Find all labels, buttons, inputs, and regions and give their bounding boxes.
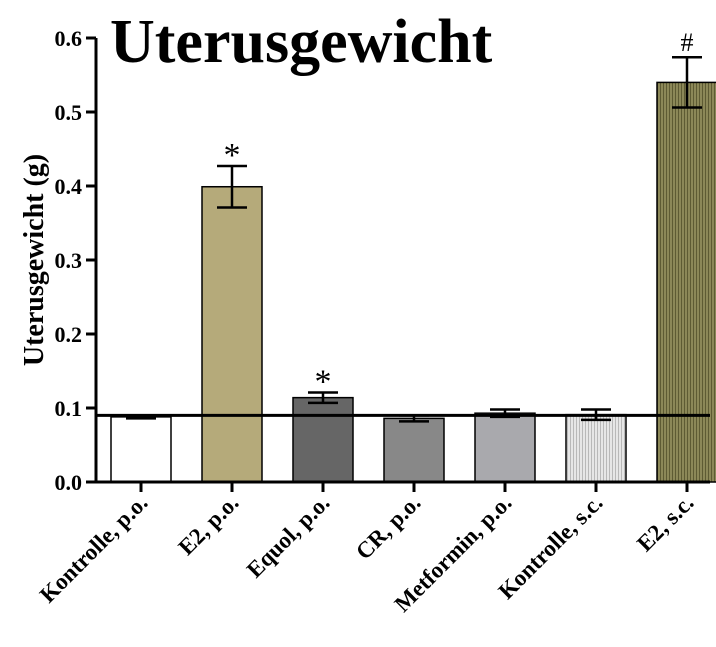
chart-title: Uterusgewicht	[110, 8, 493, 76]
x-tick-label: Equol, p.o.	[242, 490, 335, 583]
significance-marker: *	[315, 363, 332, 400]
y-tick-label: 0.5	[55, 100, 83, 125]
y-tick-label: 0.3	[55, 248, 83, 273]
significance-marker: #	[681, 28, 694, 57]
bar	[565, 413, 627, 483]
bar	[201, 185, 263, 483]
bar	[656, 81, 716, 483]
x-tick-label: E2, s.c.	[632, 490, 698, 556]
x-tick-label: CR, p.o.	[351, 490, 426, 565]
bar	[383, 417, 445, 483]
y-tick-label: 0.6	[55, 26, 83, 51]
y-tick-label: 0.2	[55, 322, 83, 347]
bar	[292, 396, 354, 483]
x-tick-label: E2, p.o.	[173, 490, 243, 560]
y-tick-label: 0.0	[55, 470, 83, 495]
bar	[110, 416, 172, 483]
y-tick-label: 0.1	[55, 396, 83, 421]
bar	[474, 412, 536, 483]
y-tick-label: 0.4	[55, 174, 83, 199]
y-axis-title: Uterusgewicht (g)	[19, 154, 50, 366]
x-tick-label: Kontrolle, p.o.	[35, 490, 153, 608]
significance-marker: *	[224, 137, 241, 174]
